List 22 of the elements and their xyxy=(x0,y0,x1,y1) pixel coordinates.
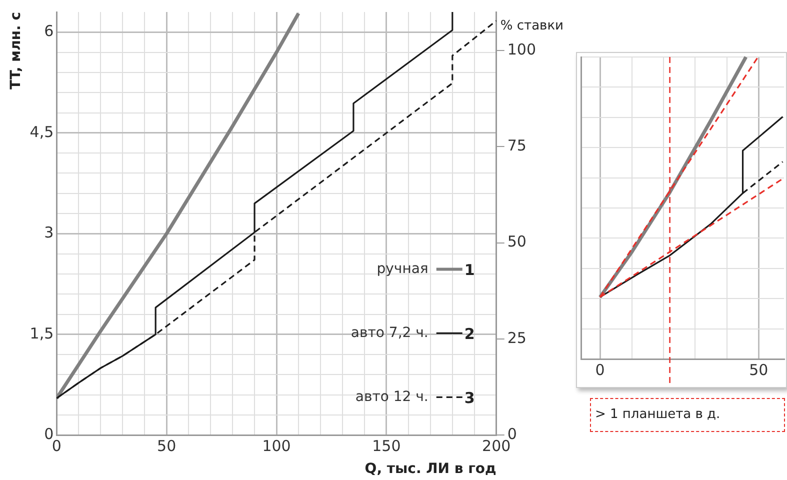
y-tick-label: 1,5 xyxy=(30,324,54,342)
y-tick-label: 3 xyxy=(44,224,54,242)
legend-label: авто 7,2 ч. xyxy=(350,324,428,341)
y2-tick-label: 100 xyxy=(507,40,536,58)
annotation: 1 xyxy=(464,261,475,280)
y2-tick-label: 50 xyxy=(507,232,526,251)
y2-axis-title: % ставки xyxy=(500,18,564,34)
y2-tick-label: 75 xyxy=(507,136,526,155)
y2-tick-label: 25 xyxy=(507,328,526,347)
legend-label: авто 12 ч. xyxy=(355,388,428,405)
x-tick-label: 150 xyxy=(372,437,401,456)
y-tick-label: 4,5 xyxy=(30,122,54,141)
x-axis-title: Q, тыс. ЛИ в год xyxy=(364,461,496,478)
y-tick-label: 0 xyxy=(44,425,54,444)
ref-line-label: > 1 планшета в д. xyxy=(590,398,785,432)
legend-label: ручная xyxy=(376,260,428,277)
y-axis-title: TT, млн. с xyxy=(8,12,24,90)
y-tick-label: 6 xyxy=(44,22,54,40)
x-tick-label: 100 xyxy=(262,437,291,456)
annotation: 2 xyxy=(464,325,475,344)
annotation: 3 xyxy=(464,389,475,408)
x-tick-label: 50 xyxy=(157,437,176,456)
